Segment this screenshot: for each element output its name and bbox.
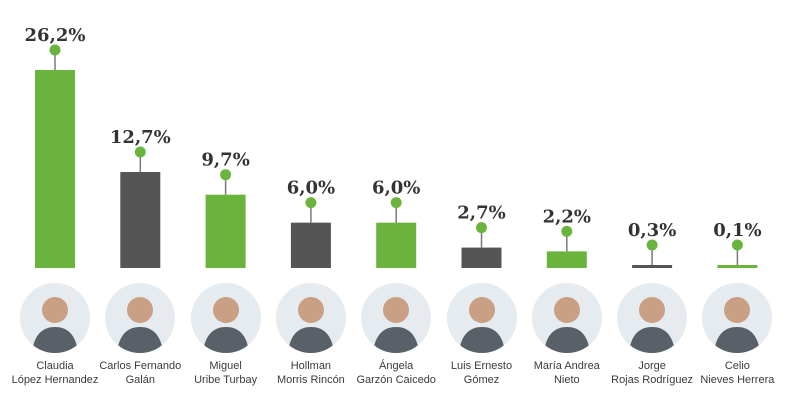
- bar: [546, 251, 587, 268]
- candidate-name: Jorge Rojas Rodríguez: [602, 359, 702, 387]
- person-avatar-icon: [617, 283, 688, 353]
- bar: [461, 247, 502, 268]
- candidate-name-line: Jorge: [638, 360, 666, 372]
- person-avatar-icon: [20, 283, 90, 353]
- person-avatar-icon: [190, 283, 261, 353]
- candidate-name-line: Nieto: [553, 374, 580, 386]
- candidate-card: Carlos Fernando Galán: [90, 283, 190, 387]
- candidate-card: Luis Ernesto Gómez: [432, 283, 532, 387]
- marker-dot: [731, 239, 743, 251]
- candidate-card: Celio Nieves Herrera: [687, 283, 787, 387]
- candidate-card: Ángela Garzón Caicedo: [346, 283, 446, 387]
- candidate-name: Claudia López Hernandez: [5, 359, 105, 387]
- candidate-card: María Andrea Nieto: [517, 283, 617, 387]
- candidate-name-line: Hollman: [290, 360, 332, 372]
- person-avatar-icon: [361, 283, 432, 353]
- marker-dot: [390, 197, 402, 209]
- value-label: 6,0%: [372, 178, 420, 199]
- candidate-name-line: Luis Ernesto: [450, 360, 513, 372]
- person-avatar-icon: [702, 283, 773, 353]
- candidate-name-line: Galán: [125, 374, 155, 386]
- candidate-name-line: Miguel: [209, 360, 242, 372]
- marker-dot: [646, 239, 658, 251]
- candidate-name-line: Rojas Rodríguez: [611, 374, 694, 386]
- value-label: 2,2%: [543, 206, 591, 227]
- person-avatar-icon: [531, 283, 602, 353]
- marker-dot: [134, 146, 146, 158]
- person-avatar-icon: [446, 283, 517, 353]
- value-label: 2,7%: [457, 203, 505, 224]
- bar: [376, 222, 417, 268]
- candidate-name-line: María Andrea: [533, 360, 600, 372]
- candidate-card: Claudia López Hernandez: [5, 283, 105, 387]
- candidate-name-line: Carlos Fernando: [99, 360, 182, 372]
- candidate-name: Celio Nieves Herrera: [687, 359, 787, 387]
- candidate-name: María Andrea Nieto: [517, 359, 617, 387]
- candidate-name-line: Claudia: [36, 360, 74, 372]
- bar: [120, 172, 161, 268]
- marker-dot: [305, 197, 317, 209]
- value-label: 9,7%: [201, 150, 249, 171]
- bar: [717, 265, 758, 268]
- candidate-name-line: Garzón Caicedo: [356, 374, 436, 386]
- value-label: 26,2%: [25, 25, 86, 46]
- candidate-card: Miguel Uribe Turbay: [176, 283, 276, 387]
- bar: [35, 70, 75, 268]
- marker-dot: [220, 169, 232, 181]
- candidate-card: Jorge Rojas Rodríguez: [602, 283, 702, 387]
- marker-dot: [561, 225, 573, 237]
- candidate-name-line: Ángela: [379, 360, 414, 372]
- candidate-name-line: Celio: [724, 360, 750, 372]
- candidate-name: Luis Ernesto Gómez: [432, 359, 532, 387]
- bar: [632, 265, 673, 268]
- candidate-name-line: Nieves Herrera: [700, 374, 775, 386]
- candidate-name-line: Gómez: [463, 374, 500, 386]
- candidate-name: Carlos Fernando Galán: [90, 359, 190, 387]
- value-label: 0,1%: [713, 220, 761, 241]
- person-avatar-icon: [105, 283, 176, 353]
- candidate-name-line: Morris Rincón: [276, 374, 345, 386]
- value-label: 6,0%: [287, 178, 335, 199]
- bar: [205, 194, 246, 268]
- marker-dot: [49, 44, 61, 56]
- candidate-name: Miguel Uribe Turbay: [176, 359, 276, 387]
- candidate-name-line: López Hernandez: [11, 374, 99, 386]
- bar: [290, 222, 331, 268]
- person-avatar-icon: [275, 283, 346, 353]
- candidate-card: Hollman Morris Rincón: [261, 283, 361, 387]
- candidate-name: Hollman Morris Rincón: [261, 359, 361, 387]
- candidate-name-line: Uribe Turbay: [194, 374, 258, 386]
- candidate-name: Ángela Garzón Caicedo: [346, 359, 446, 387]
- value-label: 0,3%: [628, 220, 676, 241]
- marker-dot: [476, 222, 487, 234]
- value-label: 12,7%: [110, 127, 171, 148]
